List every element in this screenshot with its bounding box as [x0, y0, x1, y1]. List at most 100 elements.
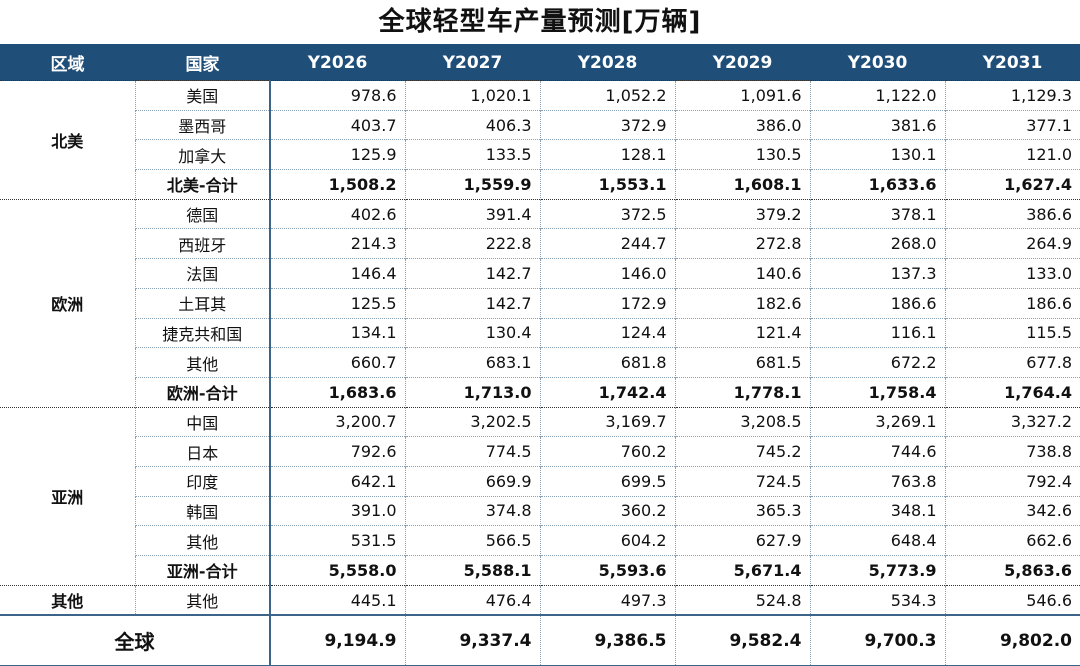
value-cell: 134.1 [269, 317, 405, 348]
country-cell: 欧洲-合计 [134, 376, 270, 408]
value-cell: 1,627.4 [944, 169, 1080, 200]
country-cell: 其他 [134, 584, 270, 616]
value-cell: 3,169.7 [539, 406, 675, 437]
production-table: 区域 国家 Y2026 Y2027 Y2028 Y2029 Y2030 Y2031 北美 美国 9… [0, 44, 1080, 666]
value-cell: 124.4 [539, 317, 675, 348]
value-cell: 672.2 [809, 347, 945, 378]
value-cell: 1,020.1 [404, 80, 540, 111]
value-cell: 1,129.3 [944, 80, 1080, 111]
table-row: 韩国 391.0 374.8 360.2 365.3 348.1 342.6 [0, 495, 1080, 526]
region-cell: 北美 [0, 80, 135, 200]
subtotal-row: 亚洲-合计 5,558.0 5,588.1 5,593.6 5,671.4 5,773.9… [0, 555, 1080, 586]
value-cell: 115.5 [944, 317, 1080, 348]
value-cell: 1,764.4 [944, 376, 1080, 408]
value-cell: 130.4 [404, 317, 540, 348]
value-cell: 172.9 [539, 287, 675, 318]
table-row: 北美 美国 978.6 1,020.1 1,052.2 1,091.6 1,122.0 1,1… [0, 80, 1080, 200]
value-cell: 360.2 [539, 495, 675, 526]
value-cell: 348.1 [809, 495, 945, 526]
value-cell: 365.3 [674, 495, 810, 526]
country-cell: 北美-合计 [134, 169, 270, 200]
value-cell: 3,200.7 [269, 406, 405, 437]
table-row: 加拿大 125.9 133.5 128.1 130.5 130.1 121.0 [0, 139, 1080, 170]
value-cell: 128.1 [539, 139, 675, 170]
column-header: Y2027 [405, 44, 540, 81]
table-row: 其他 660.7 683.1 681.8 681.5 672.2 677.8 [0, 347, 1080, 378]
table-row: 其他 531.5 566.5 604.2 627.9 648.4 662.6 [0, 525, 1080, 556]
region-cell: 亚洲 [0, 406, 135, 586]
value-cell: 9,582.4 [674, 614, 810, 666]
table-row: 西班牙 214.3 222.8 244.7 272.8 268.0 264.9 [0, 228, 1080, 259]
value-cell: 1,683.6 [269, 376, 405, 408]
global-total-row: 全球 9,194.9 9,337.4 9,386.5 9,582.4 9,700.3 9,8… [0, 614, 1080, 666]
value-cell: 476.4 [404, 584, 540, 616]
value-cell: 186.6 [809, 287, 945, 318]
value-cell: 381.6 [809, 109, 945, 140]
value-cell: 264.9 [944, 228, 1080, 259]
value-cell: 142.7 [404, 258, 540, 289]
table-row: 法国 146.4 142.7 146.0 140.6 137.3 133.0 [0, 258, 1080, 289]
country-cell: 德国 [134, 198, 270, 229]
value-cell: 792.6 [269, 436, 405, 467]
value-cell: 1,742.4 [539, 376, 675, 408]
value-cell: 683.1 [404, 347, 540, 378]
value-cell: 669.9 [404, 465, 540, 497]
value-cell: 5,588.1 [404, 555, 540, 586]
column-header: Y2030 [810, 44, 945, 81]
table-row: 墨西哥 403.7 406.3 372.9 386.0 381.6 377.1 [0, 109, 1080, 140]
value-cell: 9,194.9 [269, 614, 405, 666]
value-cell: 9,802.0 [944, 614, 1080, 666]
value-cell: 524.8 [674, 584, 810, 616]
value-cell: 5,671.4 [674, 555, 810, 586]
value-cell: 116.1 [809, 317, 945, 348]
value-cell: 1,052.2 [539, 80, 675, 111]
value-cell: 402.6 [269, 198, 405, 229]
country-cell: 法国 [134, 258, 270, 289]
table-row: 其他 其他 445.1 476.4 497.3 524.8 534.3 546.6 [0, 584, 1080, 616]
value-cell: 372.9 [539, 109, 675, 140]
value-cell: 372.5 [539, 198, 675, 229]
country-cell: 韩国 [134, 495, 270, 526]
region-cell: 其他 [0, 584, 135, 616]
value-cell: 272.8 [674, 228, 810, 259]
value-cell: 3,327.2 [944, 406, 1080, 437]
value-cell: 792.4 [944, 465, 1080, 497]
value-cell: 1,778.1 [674, 376, 810, 408]
value-cell: 377.1 [944, 109, 1080, 140]
column-header: Y2026 [270, 44, 405, 81]
value-cell: 3,202.5 [404, 406, 540, 437]
value-cell: 1,758.4 [809, 376, 945, 408]
value-cell: 391.0 [269, 495, 405, 526]
value-cell: 130.5 [674, 139, 810, 170]
value-cell: 642.1 [269, 465, 405, 497]
country-cell: 其他 [134, 525, 270, 556]
value-cell: 5,558.0 [269, 555, 405, 586]
value-cell: 699.5 [539, 465, 675, 497]
value-cell: 222.8 [404, 228, 540, 259]
value-cell: 406.3 [404, 109, 540, 140]
value-cell: 140.6 [674, 258, 810, 289]
table-row: 捷克共和国 134.1 130.4 124.4 121.4 116.1 115.5 [0, 317, 1080, 348]
country-cell: 土耳其 [134, 287, 270, 318]
value-cell: 1,633.6 [809, 169, 945, 200]
value-cell: 378.1 [809, 198, 945, 229]
value-cell: 244.7 [539, 228, 675, 259]
value-cell: 1,091.6 [674, 80, 810, 111]
value-cell: 403.7 [269, 109, 405, 140]
value-cell: 1,122.0 [809, 80, 945, 111]
value-cell: 386.6 [944, 198, 1080, 229]
value-cell: 681.8 [539, 347, 675, 378]
value-cell: 1,608.1 [674, 169, 810, 200]
value-cell: 1,559.9 [404, 169, 540, 200]
value-cell: 137.3 [809, 258, 945, 289]
value-cell: 546.6 [944, 584, 1080, 616]
value-cell: 5,773.9 [809, 555, 945, 586]
value-cell: 9,700.3 [809, 614, 945, 666]
value-cell: 9,386.5 [539, 614, 675, 666]
value-cell: 677.8 [944, 347, 1080, 378]
value-cell: 342.6 [944, 495, 1080, 526]
value-cell: 1,508.2 [269, 169, 405, 200]
country-cell: 其他 [134, 347, 270, 378]
value-cell: 133.5 [404, 139, 540, 170]
value-cell: 497.3 [539, 584, 675, 616]
